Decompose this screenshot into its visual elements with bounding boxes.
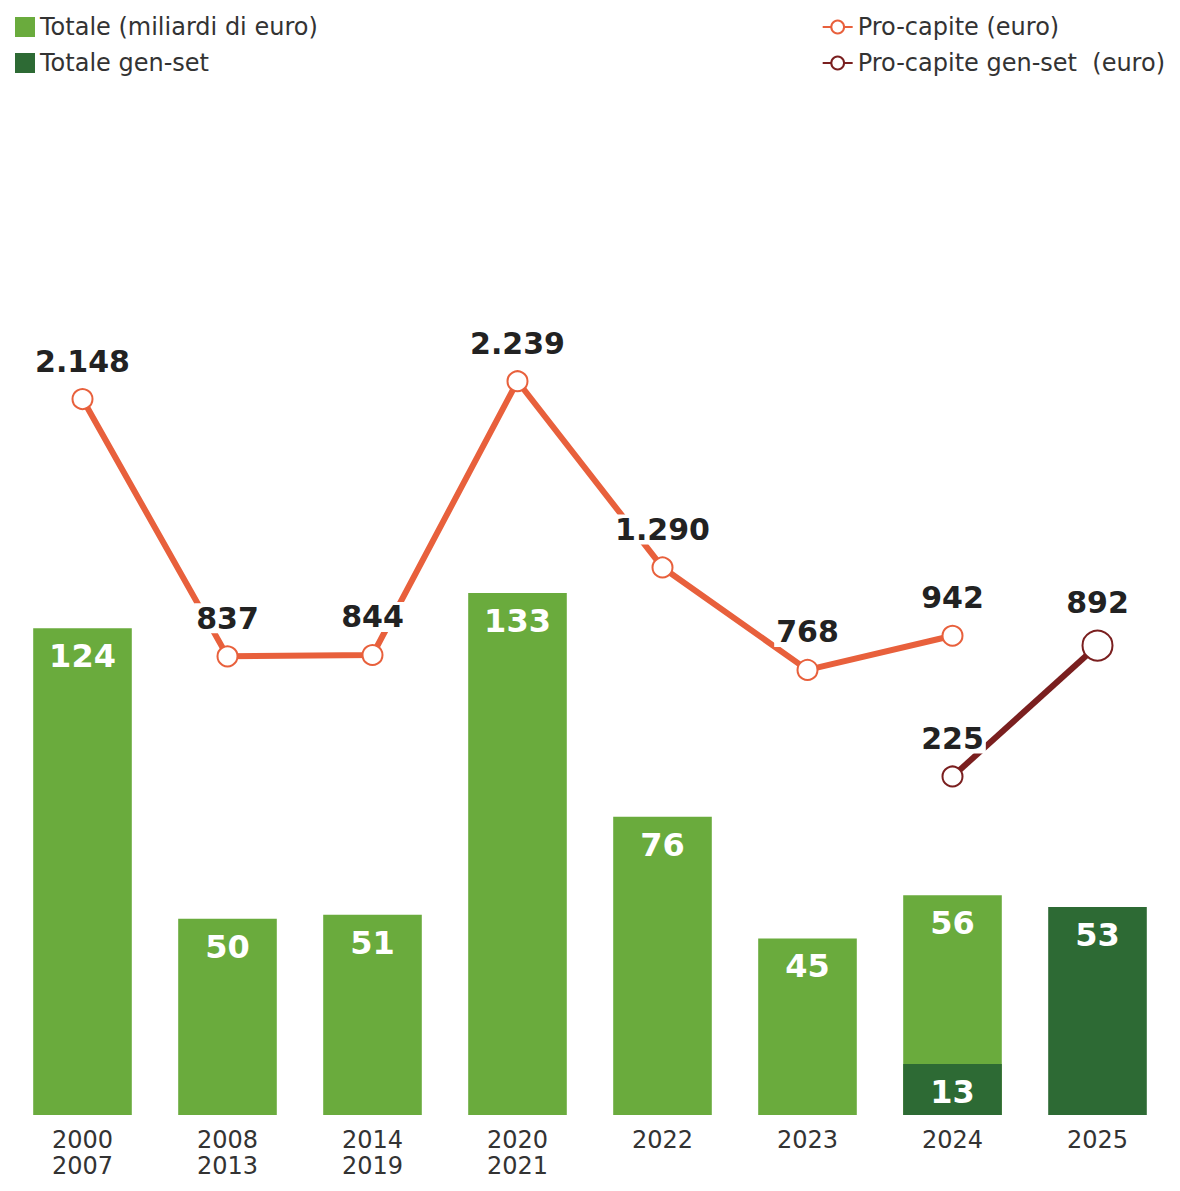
svg-text:768: 768 [776, 614, 839, 649]
svg-text:2019: 2019 [342, 1152, 403, 1180]
svg-text:50: 50 [205, 928, 250, 966]
svg-text:2021: 2021 [487, 1152, 548, 1180]
svg-text:2007: 2007 [52, 1152, 113, 1180]
svg-text:Totale (miliardi di euro): Totale (miliardi di euro) [39, 13, 318, 41]
svg-text:2.148: 2.148 [35, 344, 130, 379]
svg-text:56: 56 [930, 904, 975, 942]
svg-text:Totale gen-set: Totale gen-set [39, 49, 209, 77]
svg-text:133: 133 [484, 602, 551, 640]
svg-text:2024: 2024 [922, 1126, 983, 1154]
svg-text:942: 942 [921, 580, 984, 615]
svg-text:2025: 2025 [1067, 1126, 1128, 1154]
svg-text:844: 844 [341, 599, 404, 634]
svg-text:2014: 2014 [342, 1126, 403, 1154]
svg-text:837: 837 [196, 601, 259, 636]
svg-text:Pro-capite gen-set (euro): Pro-capite gen-set (euro) [858, 49, 1165, 77]
svg-text:2000: 2000 [52, 1126, 113, 1154]
svg-text:Pro-capite (euro): Pro-capite (euro) [858, 13, 1060, 41]
svg-text:51: 51 [350, 924, 395, 962]
svg-text:2020: 2020 [487, 1126, 548, 1154]
svg-text:2008: 2008 [197, 1126, 258, 1154]
svg-text:1.290: 1.290 [615, 512, 710, 547]
svg-text:45: 45 [785, 947, 830, 985]
svg-text:225: 225 [921, 721, 984, 756]
svg-text:13: 13 [930, 1073, 975, 1111]
svg-text:76: 76 [640, 826, 685, 864]
svg-text:2022: 2022 [632, 1126, 693, 1154]
svg-text:2.239: 2.239 [470, 326, 565, 361]
svg-text:892: 892 [1066, 585, 1129, 620]
svg-text:2023: 2023 [777, 1126, 838, 1154]
svg-text:53: 53 [1075, 916, 1120, 954]
svg-text:2013: 2013 [197, 1152, 258, 1180]
svg-text:124: 124 [49, 637, 116, 675]
